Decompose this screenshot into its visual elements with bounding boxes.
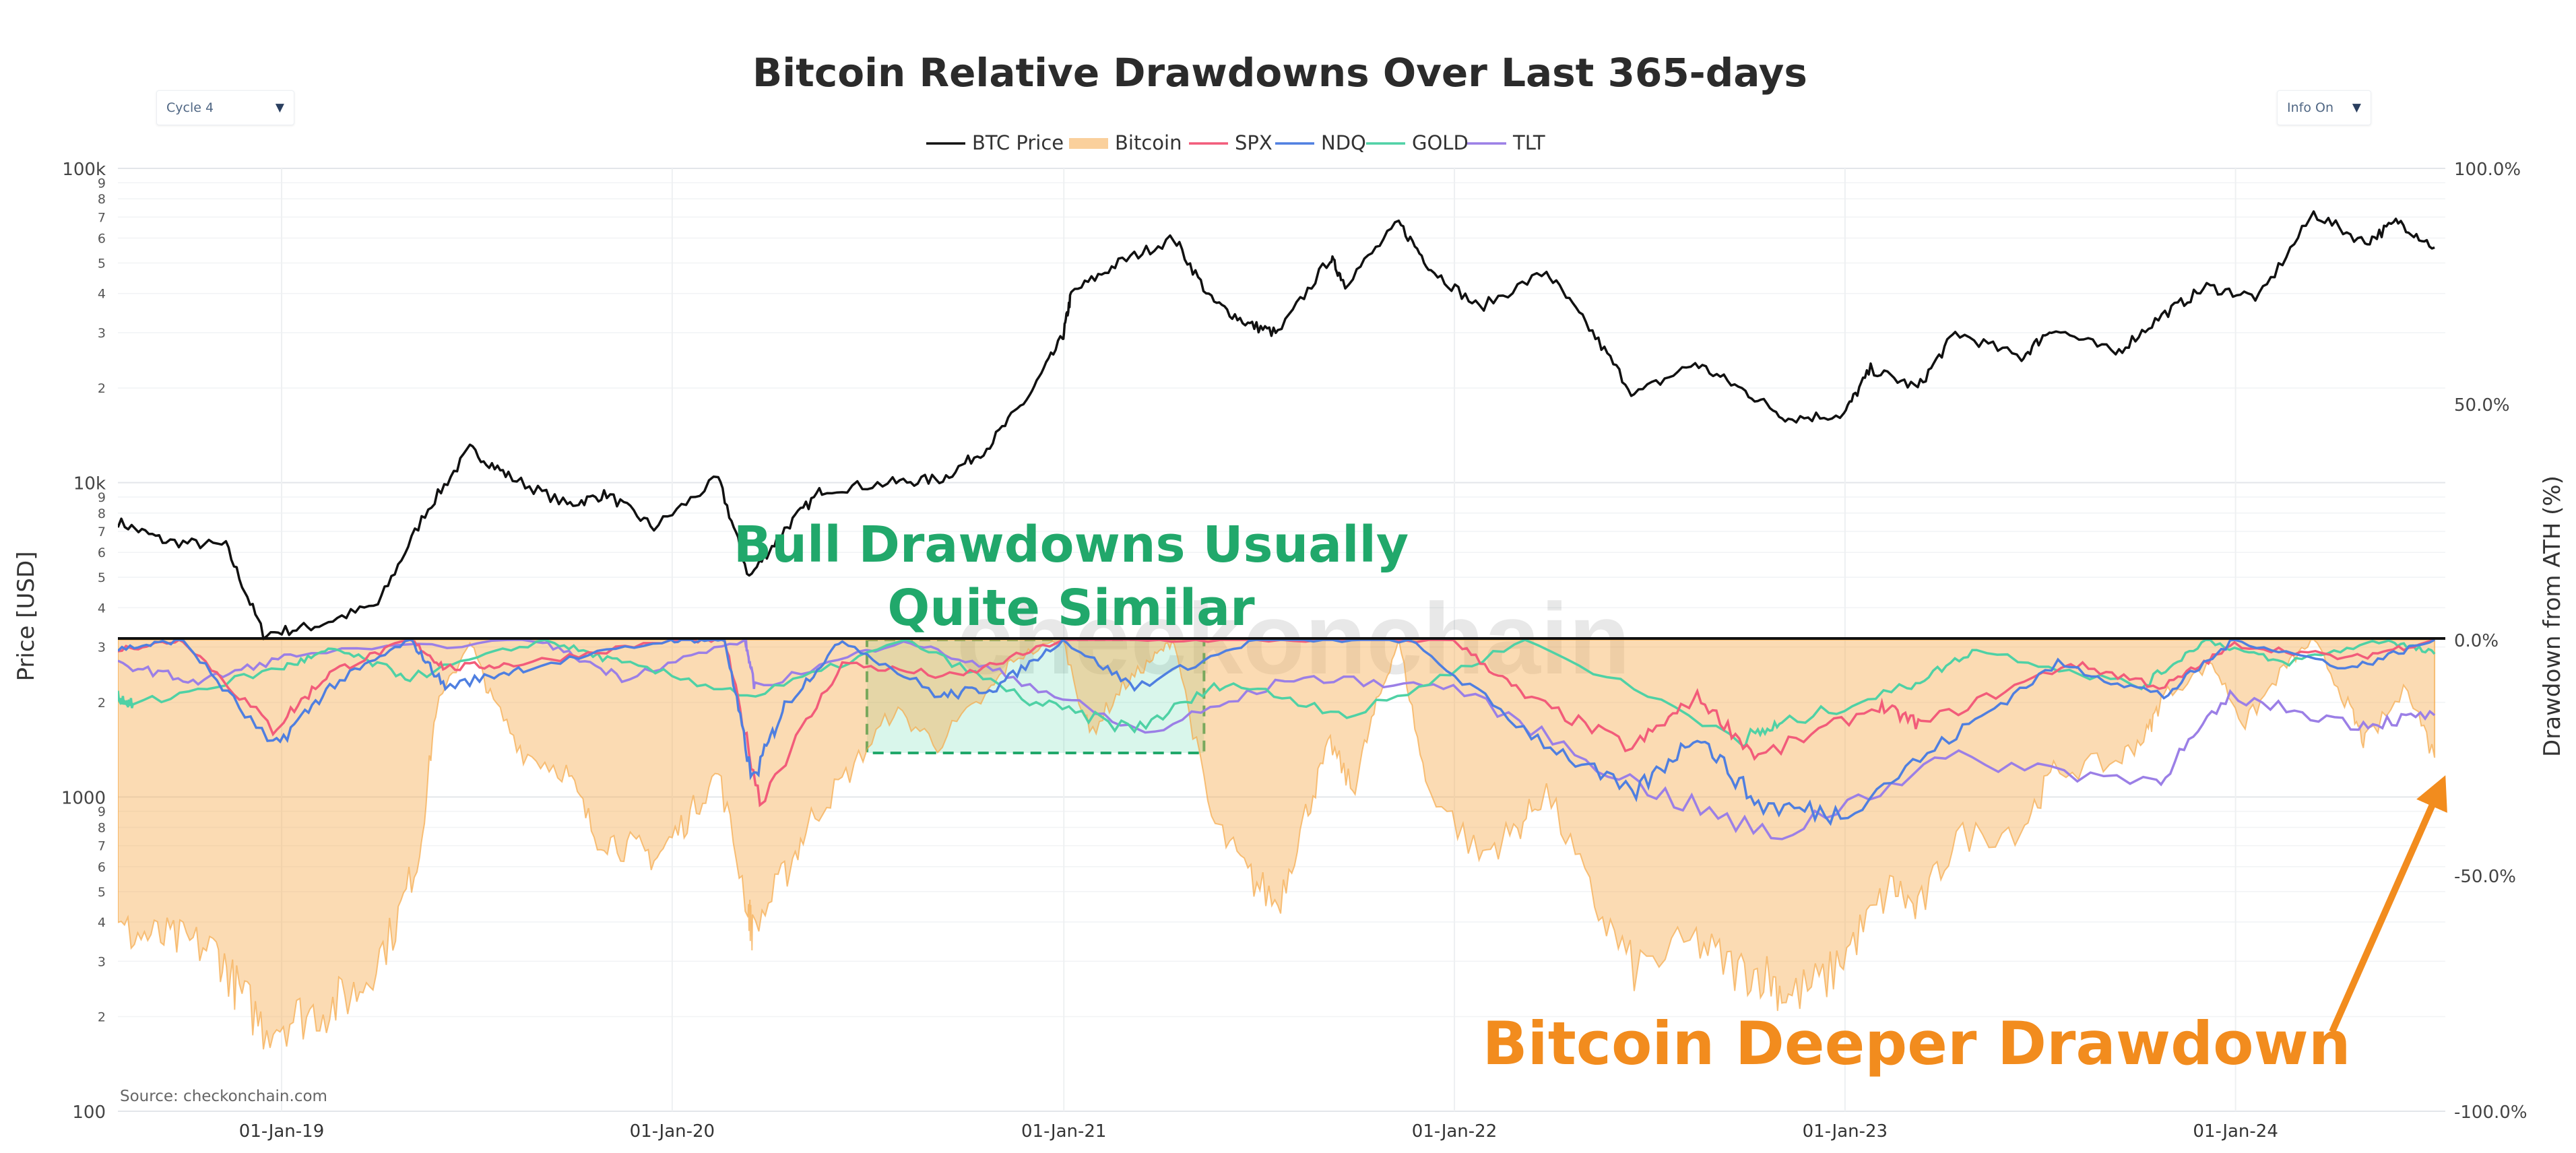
x-tick-label: 01-Jan-19 (239, 1121, 324, 1142)
y-left-tick-label: 1000 (61, 788, 106, 808)
legend-label: BTC Price (972, 131, 1064, 154)
y-left-minor-tick-label: 4 (98, 601, 106, 616)
y-left-minor-tick-label: 5 (98, 256, 106, 271)
y-left-minor-tick-label: 2 (98, 696, 106, 711)
legend-item-tlt[interactable]: TLT (1467, 131, 1545, 154)
y-left-minor-tick-label: 9 (98, 490, 106, 505)
x-axis-ticks: 01-Jan-19 01-Jan-20 01-Jan-21 01-Jan-22 01-J… (239, 1121, 2278, 1142)
y-left-minor-tick-label: 3 (98, 954, 106, 969)
y-left-minor-tick-label: 6 (98, 232, 106, 246)
bitcoin-drawdown-area (118, 638, 2436, 1050)
y-left-minor-tick-label: 3 (98, 640, 106, 655)
y-right-tick-label: -100.0% (2454, 1102, 2527, 1123)
bull-annotation-line1: Bull Drawdowns Usually (734, 516, 1409, 574)
y-left-minor-tick-label: 5 (98, 570, 106, 585)
y-left-tick-label: 100k (62, 160, 106, 180)
y-left-minor-tick-label: 5 (98, 885, 106, 900)
y-right-tick-label: 50.0% (2454, 395, 2510, 416)
y-left-minor-tick-label: 4 (98, 287, 106, 302)
chart-title: Bitcoin Relative Drawdowns Over Last 365… (752, 50, 1807, 96)
y-left-axis-label: Price [USD] (13, 552, 40, 682)
info-dropdown[interactable]: Info On ▼ (2277, 90, 2371, 125)
y-left-minor-tick-label: 7 (98, 839, 106, 854)
legend-item-ndq[interactable]: NDQ (1275, 131, 1366, 154)
y-left-tick-label: 10k (73, 474, 106, 494)
y-left-minor-tick-label: 8 (98, 192, 106, 207)
y-left-minor-tick-label: 9 (98, 176, 106, 191)
y-left-minor-tick-label: 8 (98, 821, 106, 836)
bitcoin-deeper-drawdown-annotation: Bitcoin Deeper Drawdown (1482, 1009, 2350, 1078)
cycle-dropdown[interactable]: Cycle 4 ▼ (156, 90, 294, 125)
legend-label: NDQ (1321, 131, 1366, 154)
legend-label: GOLD (1412, 131, 1469, 154)
legend-item-bitcoin[interactable]: Bitcoin (1069, 131, 1182, 154)
chevron-down-icon: ▼ (2352, 101, 2361, 114)
legend-item-btc-price[interactable]: BTC Price (926, 131, 1064, 154)
x-tick-label: 01-Jan-23 (1803, 1121, 1888, 1142)
x-tick-label: 01-Jan-21 (1021, 1121, 1106, 1142)
y-right-tick-label: 0.0% (2454, 631, 2499, 651)
bull-annotation-line2: Quite Similar (887, 579, 1255, 637)
x-tick-label: 01-Jan-24 (2193, 1121, 2278, 1142)
bull-drawdown-highlight-box (865, 638, 1206, 754)
info-dropdown-label: Info On (2287, 100, 2333, 115)
source-text: Source: checkonchain.com (120, 1088, 327, 1105)
gold-drawdown-line (118, 638, 2436, 748)
legend[interactable]: BTC Price Bitcoin SPX NDQ GOLD TLT (926, 131, 1545, 154)
grid-lines (118, 168, 2445, 1112)
y-left-minor-tick-label: 6 (98, 546, 106, 560)
legend-label: Bitcoin (1115, 131, 1182, 154)
y-left-minor-tick-label: 2 (98, 1010, 106, 1025)
x-tick-label: 01-Jan-20 (630, 1121, 715, 1142)
y-left-minor-tick-label: 7 (98, 525, 106, 539)
y-right-tick-label: 100.0% (2454, 160, 2521, 180)
x-tick-label: 01-Jan-22 (1412, 1121, 1497, 1142)
y-left-minor-tick-label: 6 (98, 860, 106, 875)
chevron-down-icon: ▼ (275, 101, 284, 114)
legend-label: SPX (1235, 131, 1273, 154)
y-left-tick-label: 100 (72, 1102, 106, 1123)
y-left-minor-tick-label: 9 (98, 805, 106, 820)
btc-price-line (118, 210, 2435, 640)
right-axis-ticks: 100.0% 50.0% 0.0% -50.0% -100.0% (2454, 160, 2527, 1123)
y-left-minor-tick-label: 8 (98, 506, 106, 521)
legend-item-spx[interactable]: SPX (1189, 131, 1273, 154)
y-left-minor-tick-label: 7 (98, 210, 106, 225)
y-right-axis-label: Drawdown from ATH (%) (2539, 475, 2566, 757)
y-left-minor-tick-label: 2 (98, 381, 106, 396)
legend-label: TLT (1512, 131, 1545, 154)
y-left-minor-tick-label: 3 (98, 326, 106, 341)
y-right-tick-label: -50.0% (2454, 867, 2516, 887)
drawdown-arrow (2329, 775, 2447, 1034)
y-left-minor-tick-label: 4 (98, 915, 106, 930)
cycle-dropdown-label: Cycle 4 (166, 100, 214, 115)
legend-item-gold[interactable]: GOLD (1366, 131, 1469, 154)
